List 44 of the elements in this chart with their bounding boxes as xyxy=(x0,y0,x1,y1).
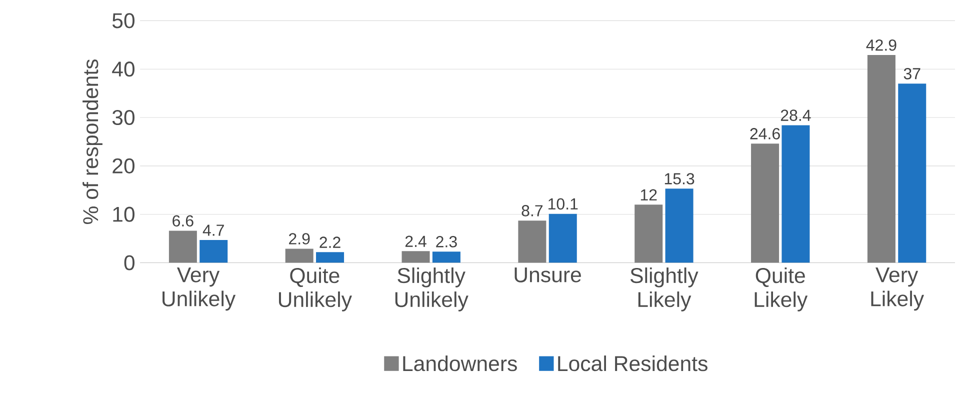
bar xyxy=(665,188,694,263)
legend-label: Local Residents xyxy=(558,355,708,371)
x-tick-label: Slightly Likely xyxy=(630,267,698,312)
bar xyxy=(634,204,663,263)
bar xyxy=(316,252,344,263)
y-tick-label: 30 xyxy=(112,110,134,125)
y-axis-title: % of respondents xyxy=(82,59,102,224)
bar xyxy=(548,214,577,263)
bar xyxy=(518,220,546,263)
y-tick-label: 10 xyxy=(113,206,134,222)
data-label: 4.7 xyxy=(202,224,224,236)
data-label: 2.3 xyxy=(436,236,457,248)
data-label: 12 xyxy=(640,188,657,200)
data-label: 2.2 xyxy=(320,236,340,248)
y-tick-label: 50 xyxy=(112,12,134,28)
data-label: 24.6 xyxy=(750,128,780,140)
bar xyxy=(432,251,460,263)
bar xyxy=(168,230,197,263)
bar xyxy=(898,83,926,263)
bar xyxy=(402,250,430,263)
x-tick-label: Very Unlikely xyxy=(162,267,236,310)
x-tick-label: Slightly Unlikely xyxy=(395,267,468,312)
data-label: 10.1 xyxy=(548,198,578,210)
data-label: 6.6 xyxy=(172,214,194,226)
y-tick-label: 20 xyxy=(112,158,134,174)
bar xyxy=(285,248,314,263)
data-label: 2.4 xyxy=(405,235,426,247)
y-tick-label: 0 xyxy=(124,254,134,270)
data-label: 15.3 xyxy=(664,172,694,184)
x-tick-label: Quite Unlikely xyxy=(278,267,352,312)
data-label: 2.9 xyxy=(289,232,310,244)
x-tick-label: Very Likely xyxy=(871,267,924,310)
y-tick-label: 40 xyxy=(112,61,134,76)
x-tick-label: Unsure xyxy=(514,267,581,282)
bar xyxy=(751,143,780,263)
legend-label: Landowners xyxy=(403,355,517,371)
data-label: 42.9 xyxy=(866,39,896,51)
data-label: 28.4 xyxy=(780,109,811,121)
data-label: 8.7 xyxy=(522,204,543,216)
bar xyxy=(200,240,228,263)
bar xyxy=(782,125,810,263)
data-label: 37 xyxy=(904,68,920,80)
bar xyxy=(867,54,896,263)
x-tick-label: Quite Likely xyxy=(754,267,808,312)
